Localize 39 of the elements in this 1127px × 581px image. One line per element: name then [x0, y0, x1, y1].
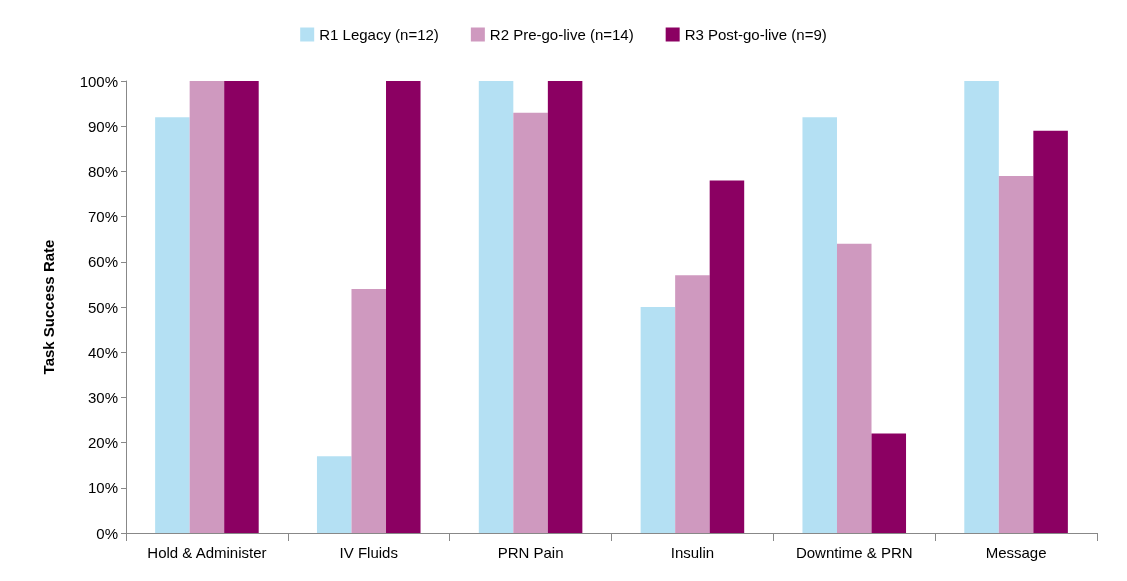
y-tick-label: 50%: [87, 298, 118, 316]
bar: [871, 433, 907, 533]
legend-label: R1 Legacy (n=12): [319, 26, 439, 43]
bar: [709, 180, 745, 533]
y-tick-label: 40%: [87, 343, 118, 361]
x-tick-label: Message: [985, 544, 1047, 561]
bar: [964, 81, 999, 533]
bar: [1033, 130, 1068, 533]
y-tick-label: 80%: [87, 162, 118, 180]
y-tick-label: 60%: [87, 253, 118, 271]
bar: [224, 81, 259, 533]
bar: [351, 288, 387, 533]
x-tick-label: Hold & Administer: [147, 544, 267, 561]
x-tick-label: PRN Pain: [497, 544, 564, 561]
y-tick-label: 20%: [87, 434, 118, 452]
y-axis-title: Task Success Rate: [40, 239, 57, 375]
bar: [155, 117, 190, 533]
bar: [836, 243, 872, 533]
x-tick-label: Insulin: [670, 544, 715, 561]
bar: [802, 117, 837, 533]
bar: [998, 175, 1034, 533]
y-tick-label: 90%: [87, 117, 118, 135]
bar: [478, 81, 514, 533]
bar: [675, 275, 710, 533]
bar: [513, 112, 548, 533]
bar: [547, 81, 583, 533]
bar: [386, 81, 421, 533]
y-tick-label: 10%: [87, 479, 118, 497]
y-tick-label: 30%: [87, 388, 118, 406]
y-tick-label: 70%: [87, 208, 118, 226]
x-tick-label: Downtime & PRN: [795, 544, 913, 561]
y-tick-label: 100%: [79, 72, 118, 90]
x-tick-label: IV Fluids: [339, 544, 398, 561]
bar: [189, 81, 225, 533]
legend-label: R2 Pre-go-live (n=14): [489, 26, 634, 43]
y-tick-label: 0%: [96, 524, 118, 542]
legend-label: R3 Post-go-live (n=9): [684, 26, 827, 43]
bar: [640, 307, 676, 533]
bar: [316, 456, 352, 533]
